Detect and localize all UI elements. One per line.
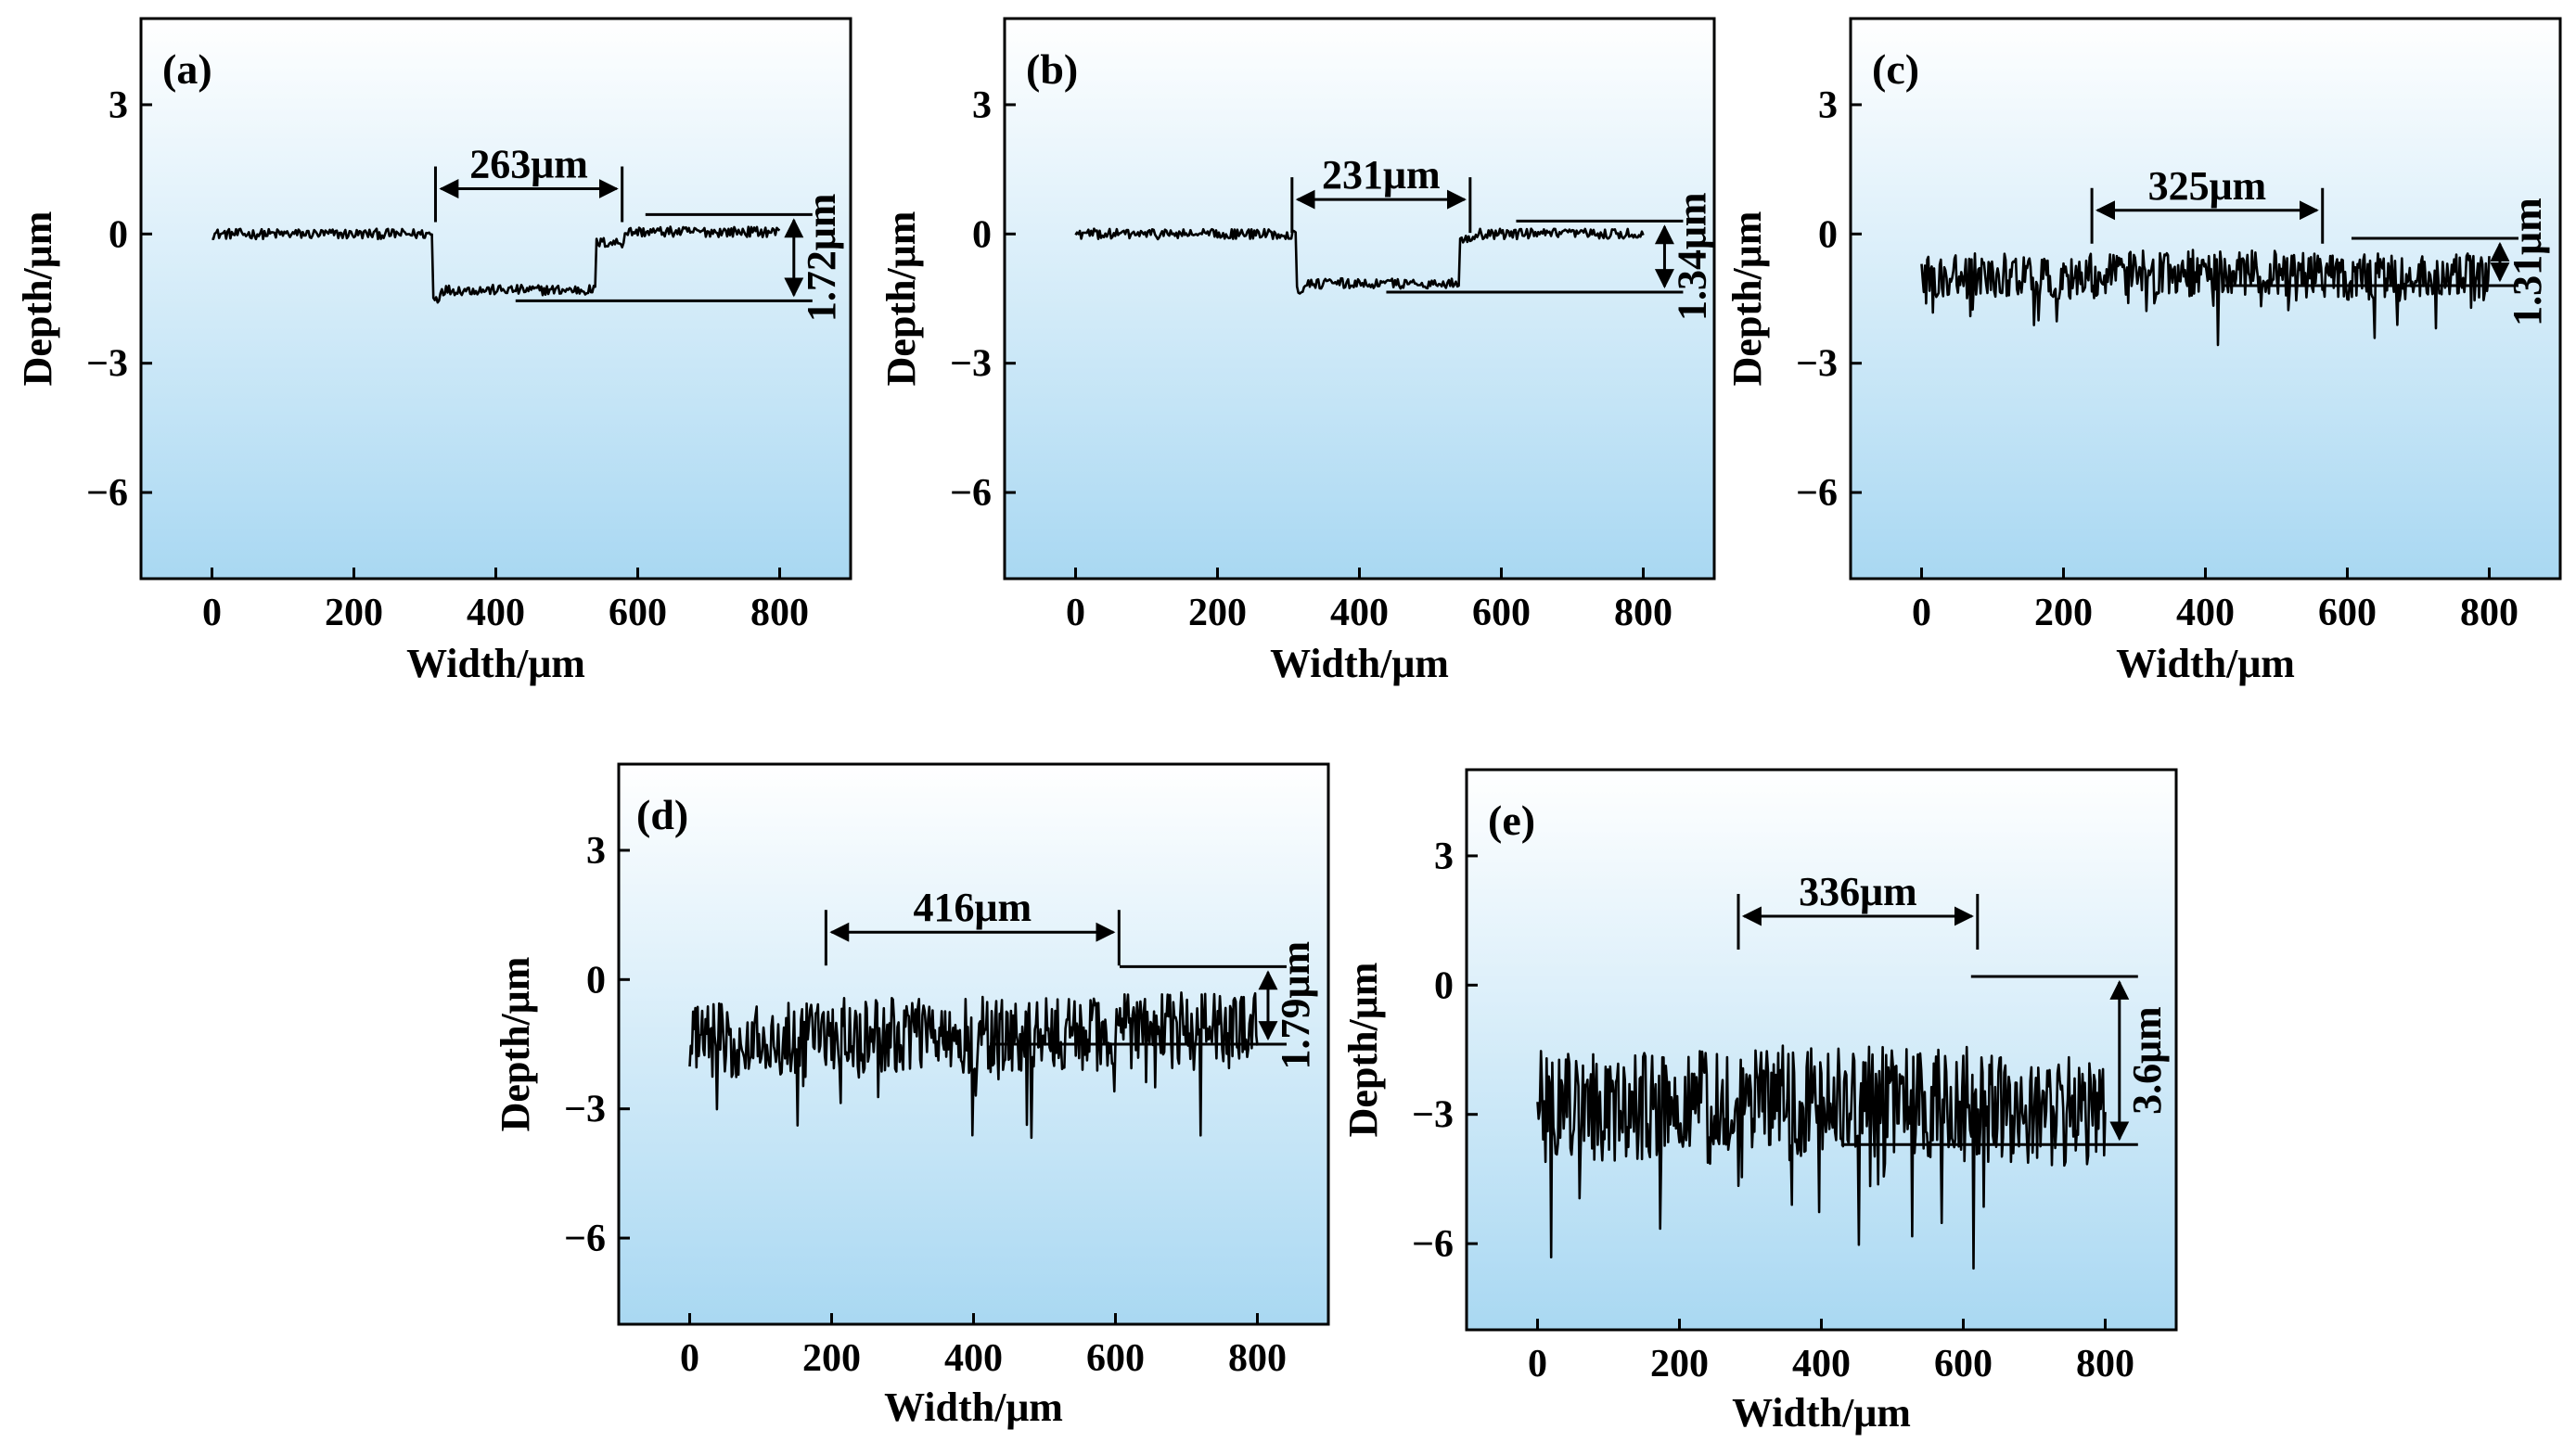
x-tick-label: 200: [2034, 592, 2093, 634]
panel-d: 0 200 400 600 800 3 0 −3 −6 416μm 1.79μm (d) Width…: [493, 762, 1330, 1430]
panel-d-dynamic: 0 200 400 600 800 3 0 −3 −6 416μm 1.79μm: [564, 830, 1318, 1380]
panel-b-dynamic: 0 200 400 600 800 3 0 −3 −6 231μm 1.34μm: [950, 84, 1714, 634]
y-tick-label: 3: [1818, 84, 1838, 127]
panel-label: (e): [1488, 797, 1535, 844]
profile-line: [1074, 227, 1645, 295]
x-tick-label: 400: [2176, 592, 2235, 634]
depth-annotation-label: 3.6μm: [2124, 1006, 2170, 1115]
profile-line: [1536, 1044, 2107, 1270]
x-tick-label: 600: [1086, 1337, 1145, 1380]
width-annotation-label: 336μm: [1799, 869, 1917, 914]
panel-a-dynamic: 0 200 400 600 800 3 0 −3 −6 263μm 1.72μm: [86, 84, 844, 634]
plot-frame: [1465, 768, 2178, 1332]
x-axis-title: Width/μm: [884, 1385, 1063, 1430]
x-tick-label: 400: [944, 1337, 1003, 1380]
plot-area-background: [141, 19, 851, 579]
x-tick-label: 400: [467, 592, 525, 634]
x-tick-label: 800: [2460, 592, 2518, 634]
x-tick-label: 200: [802, 1337, 861, 1380]
x-tick-label: 400: [1330, 592, 1389, 634]
panel-label: (a): [162, 45, 212, 93]
profile-line: [211, 225, 781, 304]
y-tick-label: −3: [1796, 343, 1838, 386]
x-tick-label: 0: [1066, 592, 1085, 634]
y-axis-title: Depth/μm: [878, 211, 924, 387]
y-tick-label: −6: [1412, 1223, 1454, 1266]
panel-b: 0 200 400 600 800 3 0 −3 −6 231μm 1.34μm (b) Width…: [878, 17, 1716, 686]
panel-label: (c): [1872, 45, 1919, 93]
x-tick-label: 0: [680, 1337, 699, 1380]
x-tick-label: 800: [1228, 1337, 1287, 1380]
panel-c-dynamic: 0 200 400 600 800 3 0 −3 −6 325μm 1.31μm: [1796, 84, 2550, 634]
x-tick-label: 600: [1934, 1343, 1993, 1385]
y-tick-label: 3: [109, 84, 128, 127]
x-tick-label: 0: [202, 592, 222, 634]
x-axis-title: Width/μm: [2116, 641, 2295, 686]
plot-frame: [1849, 17, 2562, 581]
y-tick-label: −6: [950, 472, 992, 515]
y-tick-label: −3: [86, 343, 128, 386]
y-tick-label: 0: [109, 213, 128, 256]
plot-area-background: [1005, 19, 1714, 579]
panel-c: 0 200 400 600 800 3 0 −3 −6 325μm 1.31μm (c) Width…: [1724, 17, 2562, 686]
plot-area-background: [1467, 770, 2176, 1330]
panel-label: (d): [636, 791, 688, 838]
y-tick-label: −6: [1796, 472, 1838, 515]
depth-annotation-label: 1.34μm: [1669, 192, 1714, 321]
x-tick-label: 0: [1528, 1343, 1547, 1385]
x-axis-title: Width/μm: [1270, 641, 1449, 686]
panel-e: 0 200 400 600 800 3 0 −3 −6 336μm 3.6μm (e) Width/…: [1340, 768, 2178, 1436]
width-annotation-label: 263μm: [469, 142, 588, 187]
y-tick-label: −3: [950, 343, 992, 386]
y-tick-label: −6: [564, 1218, 606, 1260]
width-annotation-label: 416μm: [914, 885, 1032, 930]
x-tick-label: 400: [1792, 1343, 1851, 1385]
y-tick-label: 3: [1434, 836, 1454, 878]
panel-label: (b): [1026, 45, 1078, 93]
y-tick-label: 0: [972, 213, 992, 256]
plot-frame: [139, 17, 852, 581]
y-axis-title: Depth/μm: [493, 957, 538, 1132]
x-tick-label: 800: [2076, 1343, 2134, 1385]
x-tick-label: 600: [1472, 592, 1531, 634]
y-axis-title: Depth/μm: [15, 211, 60, 387]
y-tick-label: 0: [1434, 964, 1454, 1007]
depth-annotation-label: 1.72μm: [799, 194, 844, 323]
y-axis-title: Depth/μm: [1724, 211, 1770, 387]
y-tick-label: −3: [564, 1089, 606, 1131]
x-tick-label: 600: [609, 592, 667, 634]
plot-frame: [1003, 17, 1716, 581]
x-tick-label: 200: [325, 592, 383, 634]
y-tick-label: 3: [586, 830, 606, 873]
profile-line: [1920, 249, 2491, 347]
x-tick-label: 200: [1650, 1343, 1709, 1385]
profile-line: [688, 991, 1259, 1140]
x-tick-label: 0: [1912, 592, 1931, 634]
y-tick-label: −3: [1412, 1094, 1454, 1137]
y-tick-label: 0: [586, 959, 606, 1002]
y-tick-label: −6: [86, 472, 128, 515]
panel-e-dynamic: 0 200 400 600 800 3 0 −3 −6 336μm 3.6μm: [1412, 836, 2170, 1385]
width-annotation-label: 231μm: [1322, 152, 1441, 198]
x-tick-label: 600: [2318, 592, 2377, 634]
x-tick-label: 800: [750, 592, 809, 634]
panel-a: 0 200 400 600 800 3 0 −3 −6 263μm 1.72μm (a) Width…: [15, 17, 852, 686]
y-tick-label: 3: [972, 84, 992, 127]
plot-area-background: [1851, 19, 2560, 579]
width-annotation-label: 325μm: [2148, 163, 2267, 209]
x-axis-title: Width/μm: [1732, 1390, 1911, 1436]
y-tick-label: 0: [1818, 213, 1838, 256]
x-tick-label: 200: [1188, 592, 1247, 634]
x-tick-label: 800: [1614, 592, 1672, 634]
depth-annotation-label: 1.31μm: [2505, 198, 2550, 326]
depth-annotation-label: 1.79μm: [1273, 941, 1318, 1070]
plot-frame: [617, 762, 1330, 1326]
x-axis-title: Width/μm: [406, 641, 585, 686]
y-axis-title: Depth/μm: [1340, 963, 1386, 1138]
